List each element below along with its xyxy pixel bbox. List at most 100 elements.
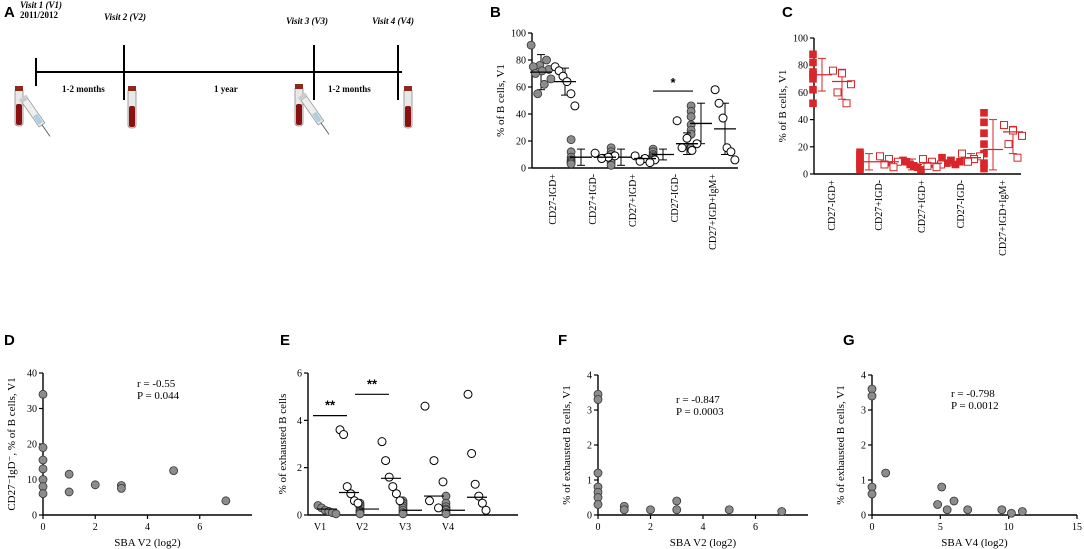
data-point-B	[566, 159, 576, 169]
data-point-B	[672, 116, 682, 126]
data-point-C	[1013, 153, 1022, 162]
data-point-B	[531, 69, 540, 78]
data-point-E	[470, 479, 480, 489]
data-point-F	[672, 505, 682, 515]
data-point-F	[593, 395, 603, 404]
data-point-E	[381, 456, 391, 466]
x-category-label-C: CD27-IGD-	[956, 180, 967, 228]
data-point-B	[710, 85, 720, 95]
x-category-label-B: CD27+IGD-	[588, 174, 599, 225]
data-point-B	[546, 74, 556, 84]
x-tick-label-G: 5	[938, 522, 943, 533]
data-point-C	[980, 109, 988, 117]
data-point-D	[116, 483, 126, 493]
y-tick-label-D: 10	[27, 475, 37, 486]
data-point-B	[687, 145, 697, 155]
data-point-B	[606, 160, 616, 170]
data-point-C	[980, 118, 988, 127]
panel-letter-e: E	[280, 332, 290, 349]
visit-2-label: Visit 2 (V2)	[104, 12, 146, 22]
x-category-label-B: CD27+IGD+IgM+	[708, 174, 719, 250]
data-point-E	[398, 509, 408, 519]
data-point-E	[474, 491, 484, 501]
data-point-D	[38, 489, 48, 499]
data-point-C	[809, 75, 817, 83]
y-tick-label-B: 40	[516, 110, 526, 121]
visit-1-year: 2011/2012	[20, 10, 59, 20]
data-point-C	[829, 66, 837, 75]
data-point-D	[64, 469, 74, 479]
correlation-r-F: r = -0.847	[676, 394, 720, 406]
data-point-C	[951, 160, 960, 169]
y-tick-label-B: 20	[516, 137, 526, 148]
data-point-B	[686, 112, 696, 122]
data-point-C	[842, 99, 851, 108]
data-point-C	[980, 140, 988, 148]
y-tick-label-C: 60	[798, 88, 808, 99]
panel-letter-a: A	[4, 4, 15, 21]
x-category-label-B: CD27-IGD-	[670, 174, 681, 222]
data-point-E	[377, 437, 387, 447]
data-point-C	[809, 58, 817, 67]
blood-tube-icon	[127, 86, 137, 129]
x-tick-label-D: 2	[93, 522, 98, 533]
x-tick-label-F: 0	[596, 522, 601, 533]
y-tick-label-F: 1	[587, 476, 592, 487]
x-category-label-B: CD27+IGD+	[628, 174, 639, 227]
data-point-C	[1004, 140, 1013, 149]
data-point-C	[885, 155, 893, 164]
y-tick-label-E: 0	[297, 511, 302, 522]
data-point-C	[809, 85, 817, 94]
x-category-label-C: CD27+IGD-	[874, 180, 885, 231]
data-point-C	[833, 88, 842, 97]
interval-3-label: 1-2 months	[328, 84, 371, 94]
data-point-E	[425, 496, 434, 506]
data-point-G	[997, 505, 1007, 515]
interval-2-label: 1 year	[214, 84, 238, 94]
y-tick-label-F: 0	[587, 511, 592, 522]
visit-4-label: Visit 4 (V4)	[372, 16, 414, 26]
y-axis-label-F: % of exhausted B cells, V1	[561, 385, 573, 505]
data-point-D	[221, 496, 231, 506]
data-point-D	[169, 466, 179, 476]
y-tick-label-B: 80	[516, 56, 526, 67]
data-point-C	[980, 164, 988, 173]
panel-letter-c: C	[782, 4, 793, 21]
y-tick-label-F: 4	[587, 371, 592, 382]
timeline-panel: Visit 1 (V1) 2011/2012 Visit 2 (V2) Visi…	[14, 0, 414, 137]
correlation-r-G: r = -0.798	[951, 388, 995, 400]
panel-letter-b: B	[490, 4, 501, 21]
data-point-F	[593, 468, 603, 478]
syringe-icon	[297, 92, 330, 135]
data-point-F	[724, 505, 734, 515]
data-point-D	[38, 389, 48, 399]
data-point-C	[889, 163, 898, 172]
data-point-D	[38, 443, 48, 452]
data-point-C	[876, 152, 884, 161]
data-point-C	[809, 50, 817, 59]
y-tick-label-G: 0	[861, 511, 866, 522]
significance-marker-E: **	[367, 376, 378, 391]
data-point-B	[570, 101, 580, 111]
data-point-B	[730, 155, 740, 165]
data-point-E	[353, 498, 363, 508]
y-tick-label-C: 40	[798, 115, 808, 126]
x-category-label-C: CD27-IGD+	[827, 180, 838, 231]
data-point-G	[1007, 508, 1016, 518]
data-point-B	[526, 40, 536, 50]
y-axis-label-G: % of exhausted B cells, V1	[835, 385, 847, 505]
blood-tube-icon	[403, 86, 413, 129]
y-tick-label-C: 0	[803, 170, 808, 181]
data-point-B	[542, 55, 551, 65]
data-point-G	[867, 489, 877, 499]
x-axis-label-F: SBA V2 (log2)	[670, 537, 737, 549]
y-tick-label-D: 30	[27, 404, 37, 415]
x-tick-label-G: 15	[1072, 522, 1082, 533]
y-tick-label-G: 1	[861, 476, 866, 487]
y-tick-label-E: 4	[297, 416, 302, 427]
data-point-E	[384, 472, 394, 482]
data-point-E	[434, 503, 443, 513]
y-tick-label-B: 100	[511, 29, 526, 40]
blood-tube-icon	[294, 84, 304, 127]
